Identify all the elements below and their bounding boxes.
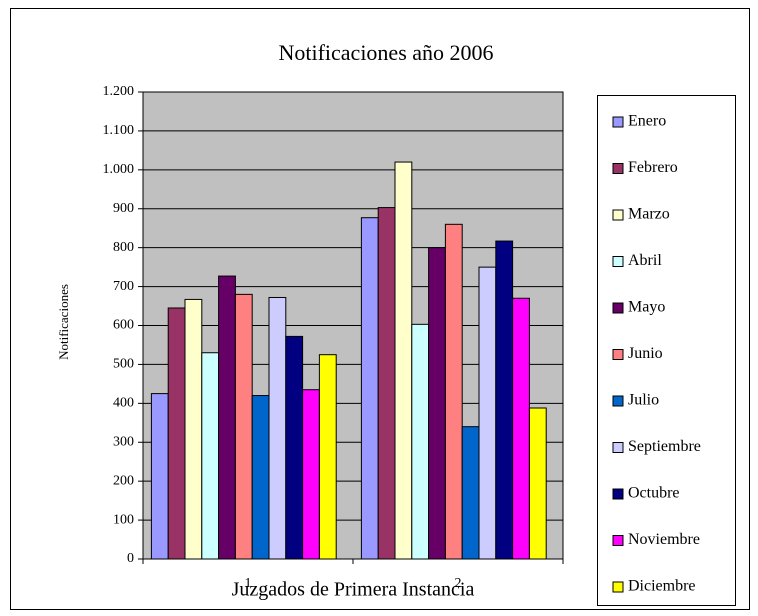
bar: [302, 389, 320, 560]
bar: [251, 395, 270, 560]
bar: [411, 323, 430, 560]
y-tick-label: 1.000: [103, 162, 135, 177]
y-tick-label: 700: [113, 279, 134, 294]
legend-label: Septiembre: [628, 438, 701, 455]
legend-swatch: [612, 535, 624, 546]
legend-swatch: [612, 116, 624, 128]
legend-swatch: [612, 209, 624, 221]
legend-swatch: [612, 581, 624, 593]
legend-label: Noviembre: [628, 531, 700, 548]
y-tick-label: 0: [127, 551, 134, 566]
y-tick-label: 200: [113, 473, 134, 488]
plot-border: [142, 91, 564, 560]
bar: [318, 354, 337, 560]
x-tick-label: 1: [245, 576, 252, 591]
legend-swatch: [612, 256, 624, 267]
legend-swatch: [612, 395, 624, 407]
legend-label: Junio: [628, 345, 663, 362]
bar: [360, 217, 379, 560]
bar: [428, 247, 446, 560]
bar: [167, 307, 186, 560]
bar: [512, 297, 530, 560]
bar: [150, 393, 169, 560]
legend-label: Diciembre: [628, 578, 696, 595]
legend-label: Abril: [628, 252, 662, 269]
y-tick-label: 600: [113, 318, 134, 333]
x-axis-label: Juzgados de Primera Instancia: [232, 579, 475, 601]
legend-label: Febrero: [628, 159, 678, 176]
legend-label: Mayo: [628, 299, 665, 316]
y-tick-label: 100: [113, 512, 134, 527]
bar: [218, 275, 236, 560]
bar: [234, 293, 253, 560]
bar: [201, 352, 220, 560]
bar: [495, 240, 514, 560]
legend-label: Marzo: [628, 206, 670, 223]
bar: [377, 207, 396, 560]
y-tick-label: 1.200: [103, 84, 135, 99]
bar: [394, 161, 413, 560]
bar: [444, 223, 463, 560]
bar: [268, 296, 287, 560]
chart-title: Notificaciones año 2006: [278, 40, 493, 65]
y-tick-label: 400: [113, 396, 134, 411]
legend-swatch: [612, 163, 624, 174]
y-tick-label: 300: [113, 434, 134, 449]
legend-label: Octubre: [628, 485, 680, 502]
legend-label: Enero: [628, 113, 666, 130]
y-tick-label: 900: [113, 201, 134, 216]
legend-swatch: [612, 488, 624, 500]
legend-label: Julio: [628, 392, 659, 409]
y-tick-label: 1.100: [103, 123, 135, 138]
y-tick-label: 800: [113, 240, 134, 255]
legend-swatch: [612, 349, 624, 360]
x-tick-label: 2: [455, 576, 462, 591]
legend-swatch: [612, 302, 624, 314]
bar: [285, 335, 304, 560]
legend-swatch: [612, 442, 624, 453]
y-axis-label: Notificaciones: [56, 284, 71, 360]
bar: [478, 266, 497, 560]
y-tick-label: 500: [113, 357, 134, 372]
bar: [184, 298, 203, 560]
bar: [528, 407, 547, 560]
bar: [461, 426, 480, 560]
